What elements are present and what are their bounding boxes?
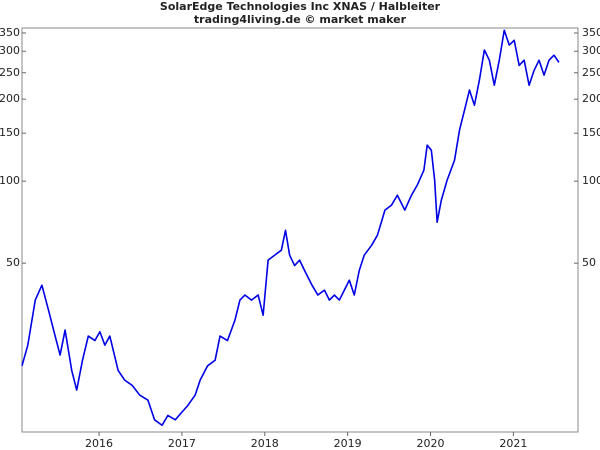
y2-tick-label: 100 bbox=[582, 174, 600, 187]
x-tick-label: 2019 bbox=[334, 437, 362, 450]
y-tick-label: 300 bbox=[0, 44, 20, 57]
y2-tick-label: 350 bbox=[582, 26, 600, 39]
plot-frame bbox=[21, 27, 579, 433]
price-line bbox=[21, 29, 560, 427]
chart-subtitle: trading4living.de © market maker bbox=[194, 13, 407, 26]
y-tick-label: 200 bbox=[0, 92, 20, 105]
x-tick-label: 2016 bbox=[85, 437, 113, 450]
y-tick-label: 100 bbox=[0, 174, 20, 187]
x-tick-label: 2021 bbox=[499, 437, 527, 450]
x-tick-label: 2017 bbox=[168, 437, 196, 450]
x-tick-label: 2020 bbox=[417, 437, 445, 450]
y2-tick-label: 300 bbox=[582, 44, 600, 57]
y-tick-label: 50 bbox=[6, 256, 20, 269]
y-tick-label: 350 bbox=[0, 26, 20, 39]
y2-tick-label: 200 bbox=[582, 92, 600, 105]
y2-tick-label: 250 bbox=[582, 66, 600, 79]
y2-tick-label: 150 bbox=[582, 126, 600, 139]
x-tick-label: 2018 bbox=[251, 437, 279, 450]
y-tick-label: 250 bbox=[0, 66, 20, 79]
chart-title: SolarEdge Technologies Inc XNAS / Halble… bbox=[160, 0, 441, 13]
y2-tick-label: 50 bbox=[582, 256, 596, 269]
y-tick-label: 150 bbox=[0, 126, 20, 139]
